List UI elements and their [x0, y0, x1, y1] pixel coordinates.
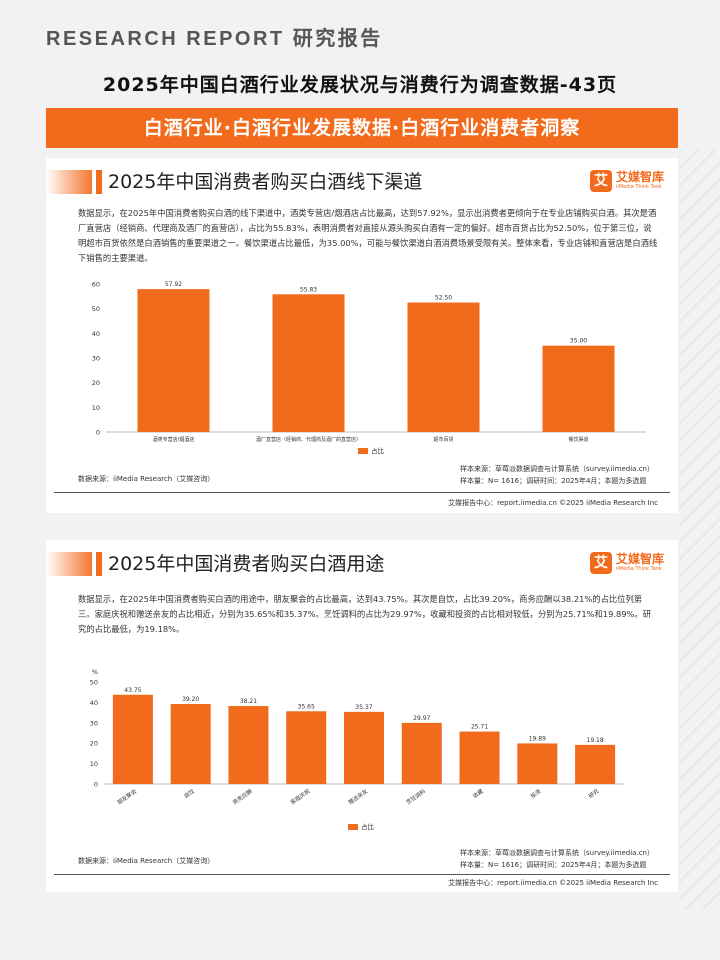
logo-mark: 艾 — [589, 170, 612, 192]
sample-source: 样本来源：草莓派数据调查与计算系统（survey.iimedia.cn） — [460, 849, 654, 857]
category-label: 餐饮渠道 — [568, 436, 588, 443]
data-source: 数据来源：iiMedia Research（艾媒咨询） — [78, 857, 215, 865]
data-source: 数据来源：iiMedia Research（艾媒咨询） — [78, 475, 215, 483]
bar — [542, 345, 615, 432]
bar — [112, 694, 153, 784]
bar-value-label: 19.89 — [529, 735, 546, 742]
bar-value-label: 29.97 — [413, 715, 430, 722]
footer-divider — [54, 874, 670, 875]
title-accent — [46, 552, 92, 576]
report-footer: 艾媒报告中心：report.iimedia.cn ©2025 iiMedia R… — [448, 499, 658, 507]
bar — [137, 289, 210, 432]
topic-banner: 白酒行业·白酒行业发展数据·白酒行业消费者洞察 — [46, 108, 678, 148]
title-marker — [96, 552, 102, 576]
bar-value-label: 19.18 — [587, 737, 604, 744]
bar — [459, 731, 500, 784]
card-description: 数据显示，在2025年中国消费者购买白酒的用途中，朋友聚会的占比最高，达到43.… — [78, 594, 652, 634]
logo-text-en: iiMedia Think Tank — [615, 566, 662, 572]
bar — [575, 744, 616, 784]
y-tick-label: 50 — [90, 679, 98, 687]
sample-size: 样本量：N= 1616；调研时间：2025年4月；本题为多选题 — [460, 477, 647, 485]
research-report-label: RESEARCH REPORT 研究报告 — [46, 28, 383, 50]
y-tick-label: 20 — [92, 379, 100, 387]
sample-size: 样本量：N= 1616；调研时间：2025年4月；本题为多选题 — [460, 861, 647, 869]
bar-value-label: 52.50 — [435, 295, 452, 302]
legend-label: 占比 — [371, 446, 385, 455]
y-tick-label: 20 — [90, 740, 98, 748]
bar-value-label: 25.71 — [471, 724, 488, 731]
category-label: 家庭庆祝 — [289, 787, 312, 806]
y-tick-label: 60 — [92, 281, 100, 289]
category-label: 自饮 — [182, 787, 196, 800]
legend-label: 占比 — [361, 822, 375, 831]
bar — [401, 722, 442, 784]
bar — [407, 302, 480, 432]
y-tick-label: 10 — [90, 760, 98, 768]
channel-card: 2025年中国消费者购买白酒线下渠道 艾 艾媒智库 iiMedia Think … — [46, 158, 678, 513]
y-tick-label: 30 — [90, 719, 98, 727]
usage-bar-chart: 0 10 20 30 40 50% 43.75 朋友聚会 39.20 自饮 38.21 商务应酬 35.… — [90, 668, 624, 831]
y-tick-label: 10 — [92, 404, 100, 412]
bar-value-label: 39.20 — [182, 696, 199, 703]
y-tick-label: 40 — [90, 699, 98, 707]
footer-divider — [54, 492, 670, 493]
y-tick-label: 50 — [92, 305, 100, 313]
bar — [272, 294, 345, 432]
channel-bar-chart: 0 10 20 30 40 50 60 57.92 酒类专营店/烟酒店 55.83 酒厂直营店（经销… — [92, 281, 646, 455]
logo-text-cn: 艾媒智库 — [615, 552, 664, 566]
y-tick-label: 30 — [92, 355, 100, 363]
page-title: 2025年中国白酒行业发展状况与消费行为调查数据-43页 — [102, 74, 618, 96]
y-tick-label: 0 — [96, 429, 100, 437]
bar-value-label: 35.65 — [298, 703, 315, 710]
bar — [344, 711, 384, 784]
legend-swatch — [358, 448, 368, 454]
category-label: 超市百货 — [433, 436, 453, 443]
bar-value-label: 35.00 — [570, 338, 587, 345]
bar-value-label: 43.75 — [124, 687, 141, 694]
category-label: 烹饪调料 — [404, 787, 427, 806]
iimedia-logo: 艾 艾媒智库 iiMedia Think Tank — [589, 170, 664, 192]
legend-swatch — [348, 824, 358, 830]
category-label: 研究 — [587, 787, 601, 800]
usage-card: 2025年中国消费者购买白酒用途 艾 艾媒智库 iiMedia Think Ta… — [46, 540, 678, 892]
category-label: 投资 — [529, 787, 543, 800]
y-unit-label: % — [92, 668, 98, 676]
card-description: 数据显示，在2025年中国消费者购买白酒的线下渠道中，酒类专营店/烟酒店占比最高… — [78, 208, 658, 263]
bar — [286, 711, 327, 784]
bar — [170, 704, 211, 784]
bar — [228, 706, 269, 784]
logo-text-cn: 艾媒智库 — [615, 170, 664, 184]
bar-value-label: 38.21 — [240, 698, 257, 705]
title-accent — [46, 170, 92, 194]
bar — [517, 743, 558, 784]
background-decoration — [680, 150, 720, 910]
bar-value-label: 55.83 — [300, 286, 317, 293]
iimedia-logo: 艾 艾媒智库 iiMedia Think Tank — [589, 552, 664, 574]
category-label: 赠送亲友 — [347, 787, 370, 806]
card-title: 2025年中国消费者购买白酒线下渠道 — [108, 171, 423, 193]
y-tick-label: 0 — [94, 781, 98, 789]
y-tick-label: 40 — [92, 330, 100, 338]
report-footer: 艾媒报告中心：report.iimedia.cn ©2025 iiMedia R… — [448, 879, 658, 887]
title-marker — [96, 170, 102, 194]
sample-source: 样本来源：草莓派数据调查与计算系统（survey.iimedia.cn） — [460, 465, 654, 473]
category-label: 朋友聚会 — [115, 787, 138, 806]
bar-value-label: 57.92 — [165, 281, 182, 288]
card-title: 2025年中国消费者购买白酒用途 — [108, 553, 385, 575]
category-label: 酒类专营店/烟酒店 — [153, 436, 195, 443]
logo-mark: 艾 — [589, 552, 612, 574]
category-label: 商务应酬 — [231, 787, 254, 806]
category-label: 酒厂直营店（经销商、代理商及酒厂的直营店） — [256, 436, 361, 443]
logo-text-en: iiMedia Think Tank — [615, 184, 662, 190]
bar-value-label: 35.37 — [355, 704, 372, 711]
category-label: 收藏 — [471, 787, 485, 800]
